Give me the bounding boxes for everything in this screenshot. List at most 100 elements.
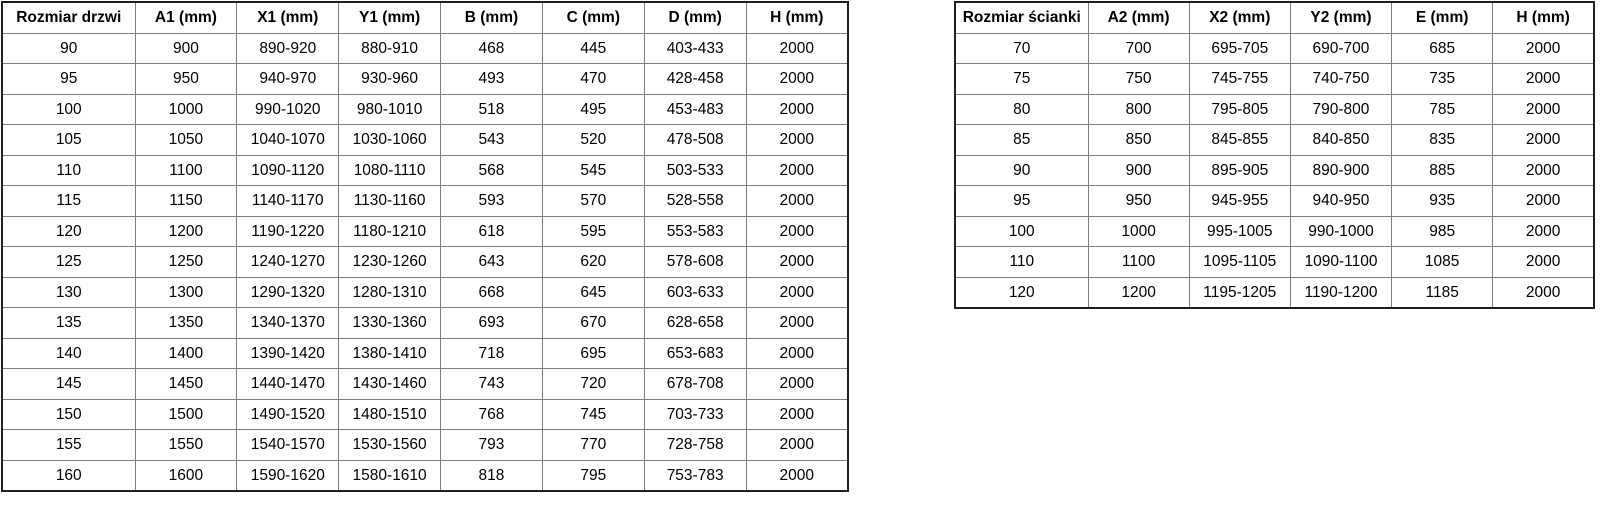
table-cell: 1200 [1087, 276, 1190, 309]
table-cell: 105 [1, 124, 136, 156]
table-cell: 2000 [1492, 276, 1595, 309]
table-cell: 150 [1, 398, 136, 430]
table-cell: 793 [440, 429, 543, 461]
table-cell: 940-950 [1289, 185, 1393, 217]
table-cell: 1040-1070 [236, 124, 340, 156]
column-header: C (mm) [541, 1, 645, 34]
column-header: A2 (mm) [1087, 1, 1190, 34]
table-cell: 1000 [1087, 215, 1190, 247]
table-cell: 1600 [134, 459, 238, 492]
table-cell: 2000 [745, 124, 849, 156]
table-cell: 1090-1100 [1289, 246, 1393, 278]
table-cell: 950 [1087, 185, 1190, 217]
table-cell: 90 [954, 154, 1089, 186]
table-row: 135 1350 1340-1370 1330-1360 693 670 628-658 20… [1, 307, 849, 339]
table-cell: 800 [1087, 93, 1190, 125]
table-cell: 120 [954, 276, 1089, 309]
table-row: 160 1600 1590-1620 1580-1610 818 795 753-783 20… [1, 459, 849, 492]
table-cell: 145 [1, 368, 136, 400]
table-cell: 503-533 [643, 154, 747, 186]
table-cell: 70 [954, 32, 1089, 64]
table-cell: 1180-1210 [338, 215, 442, 247]
table-cell: 1190-1220 [236, 215, 340, 247]
table-cell: 155 [1, 429, 136, 461]
table-cell: 1190-1200 [1289, 276, 1393, 309]
table-cell: 1030-1060 [338, 124, 442, 156]
table-row: 90 900 895-905 890-900 885 2000 [954, 154, 1595, 186]
table-cell: 1080-1110 [338, 154, 442, 186]
table-cell: 468 [440, 32, 543, 64]
table-row: 150 1500 1490-1520 1480-1510 768 745 703-733 20… [1, 398, 849, 430]
table-cell: 845-855 [1188, 124, 1291, 156]
table-cell: 835 [1391, 124, 1494, 156]
table-cell: 110 [1, 154, 136, 186]
table-cell: 2000 [1492, 246, 1595, 278]
table-cell: 1185 [1391, 276, 1494, 309]
table-cell: 720 [541, 368, 645, 400]
table-cell: 700 [1087, 32, 1190, 64]
table-cell: 1400 [134, 337, 238, 369]
table-cell: 900 [1087, 154, 1190, 186]
table-cell: 795 [541, 459, 645, 492]
table-cell: 120 [1, 215, 136, 247]
table-cell: 900 [134, 32, 238, 64]
table-cell: 2000 [745, 215, 849, 247]
table-cell: 1580-1610 [338, 459, 442, 492]
table-cell: 2000 [745, 276, 849, 308]
table-cell: 1380-1410 [338, 337, 442, 369]
table-cell: 628-658 [643, 307, 747, 339]
table-cell: 695-705 [1188, 32, 1291, 64]
table-cell: 940-970 [236, 63, 340, 95]
table-cell: 980-1010 [338, 93, 442, 125]
table-cell: 2000 [1492, 215, 1595, 247]
table-cell: 1540-1570 [236, 429, 340, 461]
table-cell: 2000 [745, 459, 849, 492]
table-row: 70 700 695-705 690-700 685 2000 [954, 32, 1595, 64]
table-cell: 768 [440, 398, 543, 430]
table-cell: 785 [1391, 93, 1494, 125]
table-cell: 753-783 [643, 459, 747, 492]
table-cell: 995-1005 [1188, 215, 1291, 247]
table-cell: 95 [954, 185, 1089, 217]
table-cell: 990-1000 [1289, 215, 1393, 247]
table-cell: 1330-1360 [338, 307, 442, 339]
table-row: 120 1200 1190-1220 1180-1210 618 595 553-583 20… [1, 215, 849, 247]
table-cell: 690-700 [1289, 32, 1393, 64]
table-cell: 1300 [134, 276, 238, 308]
table-cell: 1550 [134, 429, 238, 461]
table-cell: 2000 [1492, 63, 1595, 95]
table-cell: 1200 [134, 215, 238, 247]
table-cell: 695 [541, 337, 645, 369]
table-cell: 2000 [745, 398, 849, 430]
column-header: X1 (mm) [236, 1, 340, 34]
table-cell: 840-850 [1289, 124, 1393, 156]
door-size-table: Rozmiar drzwi A1 (mm) X1 (mm) Y1 (mm) B (mm)… [1, 1, 849, 492]
table-row: 120 1200 1195-1205 1190-1200 1185 2000 [954, 276, 1595, 309]
table-cell: 743 [440, 368, 543, 400]
table-row: 80 800 795-805 790-800 785 2000 [954, 93, 1595, 125]
header-row: Rozmiar drzwi A1 (mm) X1 (mm) Y1 (mm) B (mm)… [1, 1, 849, 34]
table-cell: 728-758 [643, 429, 747, 461]
table-cell: 593 [440, 185, 543, 217]
table-cell: 1440-1470 [236, 368, 340, 400]
table-cell: 735 [1391, 63, 1494, 95]
table-cell: 100 [1, 93, 136, 125]
table-row: 130 1300 1290-1320 1280-1310 668 645 603-633 20… [1, 276, 849, 308]
table-cell: 1085 [1391, 246, 1494, 278]
table-cell: 945-955 [1188, 185, 1291, 217]
table-cell: 895-905 [1188, 154, 1291, 186]
table-cell: 518 [440, 93, 543, 125]
table-row: 95 950 940-970 930-960 493 470 428-458 2000 [1, 63, 849, 95]
table-cell: 2000 [745, 337, 849, 369]
table-cell: 1240-1270 [236, 246, 340, 278]
table-cell: 618 [440, 215, 543, 247]
table-cell: 818 [440, 459, 543, 492]
table-cell: 2000 [1492, 185, 1595, 217]
table-cell: 100 [954, 215, 1089, 247]
table-cell: 950 [134, 63, 238, 95]
table-cell: 620 [541, 246, 645, 278]
table-row: 145 1450 1440-1470 1430-1460 743 720 678-708 20… [1, 368, 849, 400]
table-cell: 985 [1391, 215, 1494, 247]
table-cell: 520 [541, 124, 645, 156]
